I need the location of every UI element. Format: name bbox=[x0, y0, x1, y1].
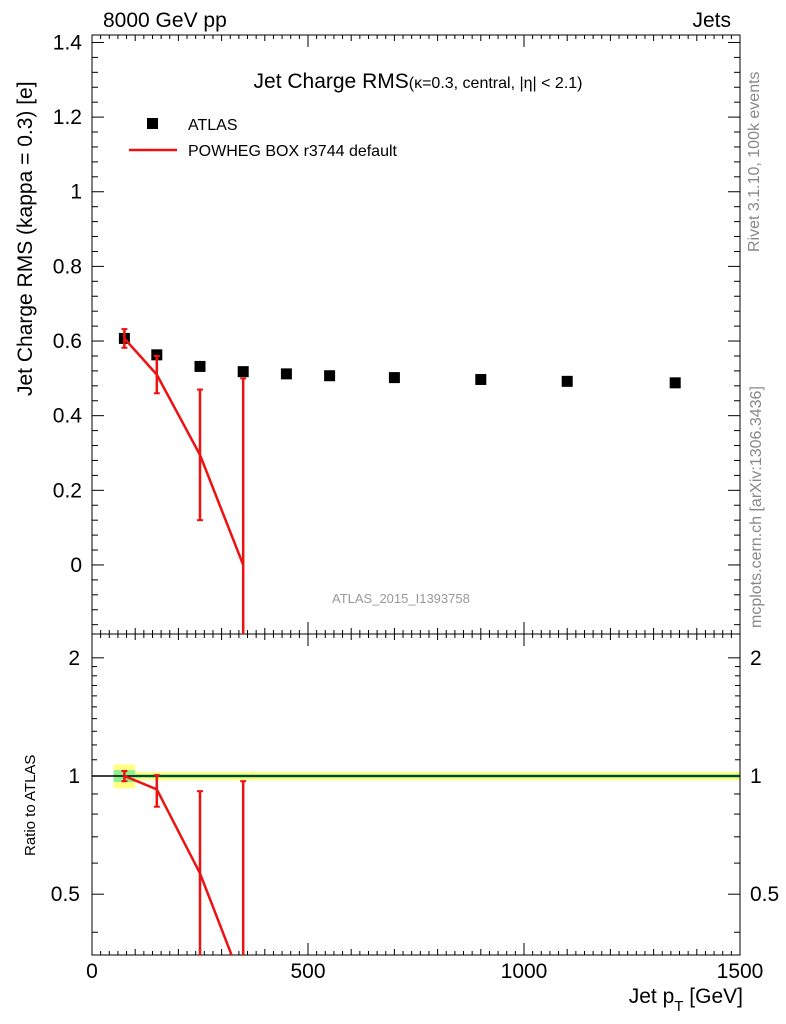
main-title-text: Jet Charge RMS bbox=[253, 70, 409, 93]
mcplots-label: mcplots.cern.ch [arXiv:1306.3436] bbox=[748, 386, 765, 628]
rivet-label: Rivet 3.1.10, 100k events bbox=[746, 71, 763, 252]
main-marks bbox=[118, 328, 681, 634]
legend: ATLAS POWHEG BOX r3744 default bbox=[129, 117, 398, 160]
ratio-marks bbox=[121, 769, 247, 955]
atlas-data-point bbox=[475, 373, 487, 385]
main-title: Jet Charge RMS(κ=0.3, central, |η| < 2.1… bbox=[0, 70, 786, 94]
atlas-data-point bbox=[669, 377, 681, 389]
ratio-y-tick-label-right: 2 bbox=[750, 647, 762, 670]
analysis-id: ATLAS_2015_I1393758 bbox=[332, 591, 470, 606]
ratio-y-tick-label-right: 0.5 bbox=[750, 883, 779, 906]
x-axis-label: Jet pT [GeV] bbox=[628, 985, 743, 1016]
x-tick-label: 1500 bbox=[717, 960, 764, 983]
legend-powheg-label: POWHEG BOX r3744 default bbox=[188, 143, 398, 160]
main-y-tick-label: 0.6 bbox=[53, 330, 82, 353]
main-y-tick-label: 1 bbox=[70, 181, 82, 204]
atlas-data-point bbox=[194, 360, 206, 372]
main-y-axis-label: Jet Charge RMS (kappa = 0.3) [e] bbox=[14, 81, 37, 396]
ratio-y-tick-label-right: 1 bbox=[750, 765, 762, 788]
main-y-tick-label: 0.4 bbox=[53, 405, 83, 428]
x-axis-label-sub: T bbox=[674, 998, 684, 1016]
atlas-data-point bbox=[561, 375, 573, 387]
ratio-y-tick-label-left: 0.5 bbox=[51, 883, 80, 906]
main-y-tick-label: 0 bbox=[70, 554, 82, 577]
ratio-y-axis-label: Ratio to ATLAS bbox=[22, 754, 39, 856]
header-left: 8000 GeV pp bbox=[103, 9, 227, 32]
ratio-panel bbox=[92, 764, 740, 789]
header-right: Jets bbox=[692, 9, 731, 32]
main-title-suffix: (κ=0.3, central, |η| < 2.1) bbox=[408, 75, 583, 92]
atlas-data-point bbox=[280, 368, 292, 380]
ratio-axes: 0 500 1000 1500 0.5 0.5 1 1 2 2 bbox=[51, 634, 779, 983]
ratio-y-tick-label-left: 1 bbox=[68, 765, 80, 788]
legend-atlas-label: ATLAS bbox=[188, 117, 238, 134]
ratio-powheg-line bbox=[123, 774, 233, 955]
atlas-data-point bbox=[388, 372, 400, 384]
atlas-data-point bbox=[237, 366, 249, 378]
atlas-data-point bbox=[151, 349, 163, 361]
x-tick-label: 500 bbox=[290, 960, 325, 983]
main-y-tick-label: 0.2 bbox=[53, 479, 82, 502]
powheg-line bbox=[123, 337, 245, 566]
main-y-tick-label: 1.2 bbox=[53, 106, 82, 129]
ratio-y-tick-label-left: 2 bbox=[68, 647, 80, 670]
x-tick-label: 1000 bbox=[501, 960, 548, 983]
atlas-data-point bbox=[324, 370, 336, 382]
main-y-tick-label: 1.4 bbox=[53, 31, 83, 54]
ratio-plot-frame bbox=[91, 633, 741, 956]
x-axis-label-main: Jet p bbox=[628, 985, 675, 1008]
main-y-tick-label: 0.8 bbox=[53, 255, 82, 278]
main-axes: 0 0.2 0.4 0.6 0.8 1 1.2 1.4 bbox=[53, 31, 741, 634]
x-tick-label: 0 bbox=[86, 960, 98, 983]
x-axis-label-unit: [GeV] bbox=[689, 985, 743, 1008]
legend-atlas-marker bbox=[147, 118, 158, 129]
